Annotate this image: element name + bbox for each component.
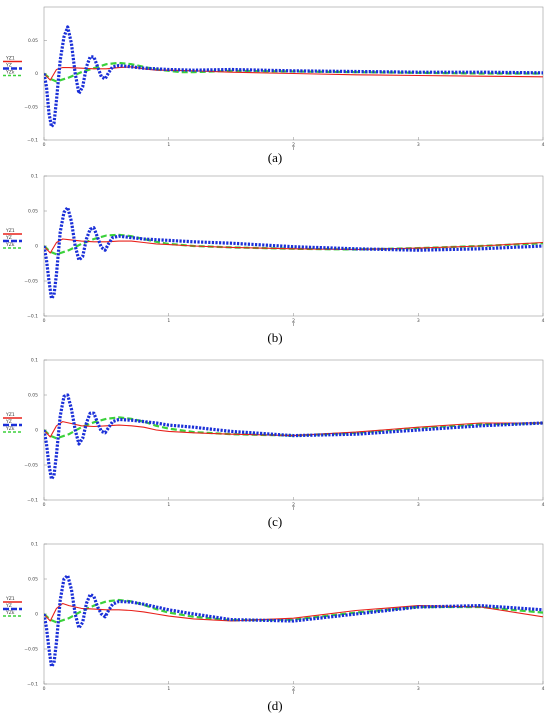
x-tick-label: 1 (167, 502, 170, 508)
x-tick-label: 3 (417, 318, 420, 324)
x-tick-label: 1 (167, 318, 170, 324)
x-tick-label: 4 (542, 142, 545, 148)
chart-panel-a: 0.05 0 −0.05 −0.1 0 1 2 3 4 T YZ1 YZ YZk (a) (0, 0, 550, 168)
x-tick-label: 1 (167, 686, 170, 692)
y-tick-label: 0 (35, 71, 38, 77)
x-tick-label: 2 (292, 318, 295, 324)
chart-caption-b: (b) (267, 330, 283, 345)
y-tick-label: −0.05 (24, 279, 38, 285)
x-tick-label: 2 (292, 686, 295, 692)
series-line-yz (44, 573, 543, 669)
y-tick-label: 0.1 (31, 358, 38, 364)
x-tick-label: 0 (43, 142, 46, 148)
x-axis-label: T (291, 506, 295, 512)
y-tick-label: −0.1 (27, 498, 38, 504)
x-tick-label: 3 (417, 686, 420, 692)
legend-label-yz: YZ (5, 603, 12, 609)
x-axis-label: T (291, 322, 295, 328)
x-tick-label: 0 (43, 686, 46, 692)
series-line-yzk (44, 598, 543, 624)
legend-label-yzk: YZk (5, 426, 15, 432)
y-tick-label: 0.05 (28, 38, 38, 44)
series-line-yz1 (44, 238, 543, 254)
y-tick-label: −0.05 (24, 104, 38, 110)
x-tick-label: 3 (417, 502, 420, 508)
x-tick-label: 2 (292, 142, 295, 148)
series-line-yz (44, 393, 543, 481)
series-line-yz (44, 205, 543, 301)
legend-label-yz1: YZ1 (5, 56, 15, 62)
y-tick-label: −0.1 (27, 682, 38, 688)
series-line-yz1 (44, 66, 543, 81)
x-tick-label: 4 (542, 502, 545, 508)
legend-label-yz: YZ (5, 63, 12, 69)
x-tick-label: 1 (167, 142, 170, 148)
legend-label-yz: YZ (5, 235, 12, 241)
legend-label-yz: YZ (5, 419, 12, 425)
legend-label-yz1: YZ1 (5, 412, 15, 418)
legend-label-yz1: YZ1 (5, 596, 15, 602)
y-tick-label: −0.05 (24, 647, 38, 653)
x-tick-label: 4 (542, 686, 545, 692)
y-tick-label: 0.05 (28, 393, 38, 399)
legend-label-yzk: YZk (5, 70, 15, 76)
series-line-yz1 (44, 421, 543, 438)
x-axis-label: T (291, 690, 295, 696)
legend-label-yz1: YZ1 (5, 228, 15, 234)
plot-frame-c (43, 359, 544, 501)
chart-panel-c: 0.1 0.05 0 −0.05 −0.1 0 1 2 3 4 T YZ1 YZ YZk (c) (0, 354, 550, 534)
y-tick-label: −0.1 (27, 314, 38, 320)
legend-label-yzk: YZk (5, 242, 15, 248)
x-tick-label: 0 (43, 318, 46, 324)
y-tick-label: 0.05 (28, 577, 38, 583)
y-tick-label: 0.05 (28, 209, 38, 215)
x-axis-label: T (291, 146, 295, 150)
chart-caption-a: (a) (267, 150, 283, 165)
y-tick-label: 0.1 (31, 174, 38, 180)
series-line-yz1 (44, 602, 543, 622)
series-line-yz (44, 25, 543, 129)
legend-label-yzk: YZk (5, 610, 15, 616)
y-tick-label: 0 (35, 244, 38, 250)
x-tick-label: 0 (43, 502, 46, 508)
chart-caption-c: (c) (267, 514, 283, 529)
y-tick-label: −0.1 (27, 138, 38, 144)
y-tick-label: 0 (35, 428, 38, 434)
y-tick-label: 0.1 (31, 542, 38, 548)
y-tick-label: 0 (35, 612, 38, 618)
y-tick-label: −0.05 (24, 463, 38, 469)
chart-caption-d: (d) (267, 698, 283, 713)
chart-panel-b: 0.1 0.05 0 −0.05 −0.1 0 1 2 3 4 T YZ1 YZ YZk (b) (0, 170, 550, 350)
x-tick-label: 4 (542, 318, 545, 324)
series-line-yzk (44, 416, 543, 440)
chart-panel-d: 0.1 0.05 0 −0.05 −0.1 0 1 2 3 4 T YZ1 YZ YZk (d) (0, 538, 550, 718)
x-tick-label: 2 (292, 502, 295, 508)
x-tick-label: 3 (417, 142, 420, 148)
plot-frame-d (43, 543, 544, 685)
